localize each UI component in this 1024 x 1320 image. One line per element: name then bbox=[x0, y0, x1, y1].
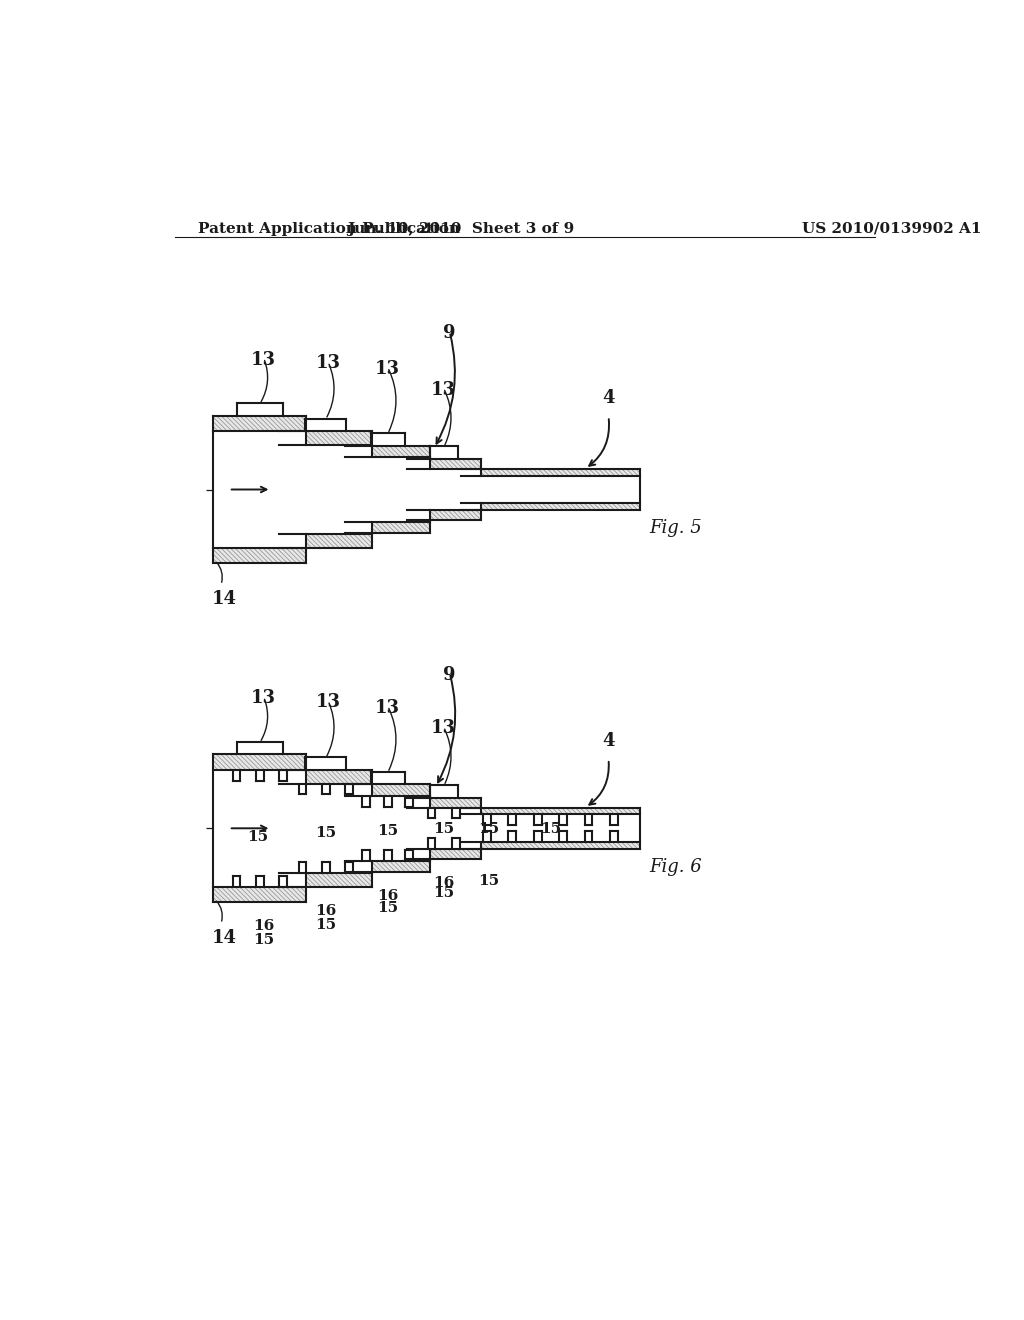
Text: 16: 16 bbox=[433, 876, 455, 890]
Polygon shape bbox=[280, 770, 372, 784]
Polygon shape bbox=[345, 784, 430, 796]
Polygon shape bbox=[280, 873, 372, 887]
Polygon shape bbox=[280, 784, 372, 873]
Text: 9: 9 bbox=[443, 665, 456, 684]
Polygon shape bbox=[407, 808, 480, 849]
Polygon shape bbox=[280, 445, 372, 535]
Text: US 2010/0139902 A1: US 2010/0139902 A1 bbox=[802, 222, 982, 235]
Text: 15: 15 bbox=[433, 886, 455, 900]
Polygon shape bbox=[407, 511, 480, 520]
Polygon shape bbox=[461, 469, 640, 475]
Polygon shape bbox=[461, 475, 640, 503]
Text: 15: 15 bbox=[315, 917, 336, 932]
Text: 4: 4 bbox=[602, 731, 614, 750]
Polygon shape bbox=[213, 770, 306, 887]
Text: 13: 13 bbox=[315, 355, 340, 372]
Text: 15: 15 bbox=[478, 822, 499, 836]
Text: 16: 16 bbox=[253, 919, 274, 933]
Text: 15: 15 bbox=[377, 824, 398, 838]
Polygon shape bbox=[280, 535, 372, 548]
Polygon shape bbox=[213, 548, 306, 564]
Polygon shape bbox=[345, 521, 430, 533]
Text: 13: 13 bbox=[431, 380, 456, 399]
Text: 15: 15 bbox=[540, 822, 561, 836]
Polygon shape bbox=[461, 808, 640, 814]
Polygon shape bbox=[345, 861, 430, 873]
Text: 13: 13 bbox=[375, 360, 400, 378]
Polygon shape bbox=[461, 842, 640, 849]
Text: Fig. 6: Fig. 6 bbox=[649, 858, 701, 875]
Text: 13: 13 bbox=[315, 693, 340, 711]
Polygon shape bbox=[345, 446, 430, 457]
Text: 15: 15 bbox=[315, 826, 336, 840]
Text: 16: 16 bbox=[377, 890, 398, 903]
Text: Jun. 10, 2010  Sheet 3 of 9: Jun. 10, 2010 Sheet 3 of 9 bbox=[347, 222, 574, 235]
Polygon shape bbox=[407, 797, 480, 808]
Polygon shape bbox=[407, 469, 480, 511]
Polygon shape bbox=[461, 503, 640, 511]
Text: 15: 15 bbox=[433, 822, 455, 836]
Polygon shape bbox=[213, 416, 306, 430]
Text: 9: 9 bbox=[443, 325, 456, 342]
Text: 13: 13 bbox=[251, 689, 276, 708]
Polygon shape bbox=[213, 755, 306, 770]
Polygon shape bbox=[213, 887, 306, 903]
Polygon shape bbox=[280, 430, 372, 445]
Polygon shape bbox=[407, 849, 480, 859]
Polygon shape bbox=[213, 430, 306, 548]
Text: 13: 13 bbox=[375, 698, 400, 717]
Text: 13: 13 bbox=[251, 351, 276, 368]
Text: 16: 16 bbox=[315, 904, 336, 917]
Text: 15: 15 bbox=[478, 874, 499, 888]
Text: 13: 13 bbox=[431, 719, 456, 738]
Text: 15: 15 bbox=[248, 830, 268, 843]
Text: Patent Application Publication: Patent Application Publication bbox=[198, 222, 460, 235]
Text: 14: 14 bbox=[212, 929, 237, 948]
Polygon shape bbox=[345, 796, 430, 861]
Text: 14: 14 bbox=[212, 590, 237, 609]
Polygon shape bbox=[461, 814, 640, 842]
Text: 15: 15 bbox=[377, 902, 398, 916]
Text: 15: 15 bbox=[253, 933, 274, 946]
Text: Fig. 5: Fig. 5 bbox=[649, 519, 701, 537]
Polygon shape bbox=[345, 457, 430, 521]
Text: 4: 4 bbox=[602, 389, 614, 407]
Polygon shape bbox=[407, 459, 480, 469]
